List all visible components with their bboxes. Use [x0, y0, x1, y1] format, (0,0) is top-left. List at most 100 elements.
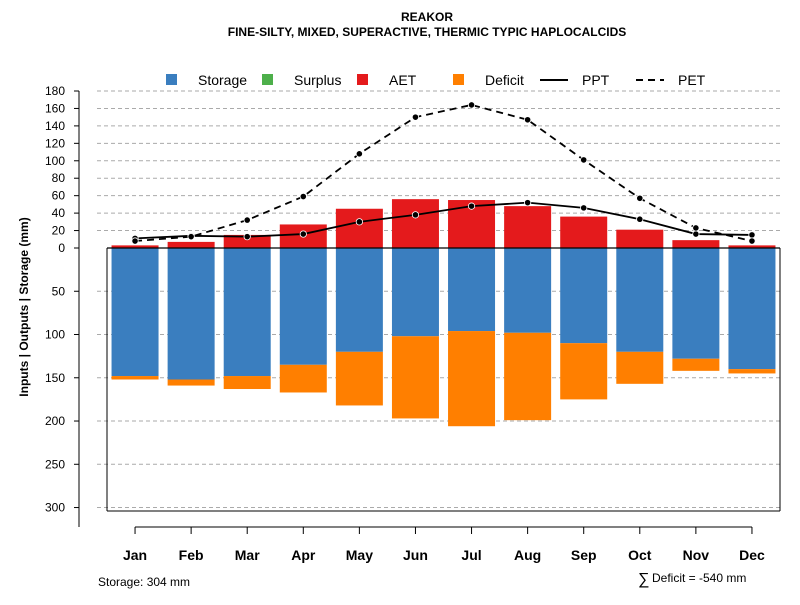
pet-point — [299, 192, 307, 201]
aet-bar — [223, 234, 271, 248]
legend-label: Storage — [198, 72, 247, 88]
x-tick-label: Jul — [461, 547, 481, 563]
deficit-bar — [672, 358, 720, 371]
legend-label: Deficit — [485, 72, 524, 88]
deficit-bar — [167, 379, 215, 386]
y-tick-label: 140 — [45, 119, 65, 133]
y-tick-label: 60 — [52, 189, 66, 203]
storage-bar — [111, 248, 159, 377]
y-tick-label: 250 — [45, 457, 65, 471]
ppt-point — [580, 204, 588, 212]
aet-bar — [504, 206, 552, 248]
ppt-point — [692, 230, 700, 238]
deficit-bar — [391, 336, 439, 419]
deficit-bar — [448, 331, 496, 427]
aet-bar — [728, 245, 776, 248]
ppt-line — [134, 201, 752, 240]
legend: Storage Surplus AET Deficit PPT PET — [166, 72, 706, 88]
ppt-point — [524, 199, 532, 207]
aet-bar — [335, 208, 383, 248]
storage-note: Storage: 304 mm — [98, 575, 190, 589]
ppt-point — [636, 215, 644, 223]
y-tick-label: 100 — [45, 328, 65, 342]
storage-bar — [391, 248, 439, 337]
storage-bar — [616, 248, 664, 352]
y-tick-label: 300 — [45, 501, 65, 515]
bars — [111, 199, 776, 427]
aet-bar — [167, 241, 215, 248]
deficit-bar — [279, 364, 327, 393]
pet-point — [580, 156, 588, 164]
storage-bar — [167, 248, 215, 380]
y-tick-label: 120 — [45, 136, 65, 150]
storage-bar — [504, 248, 552, 333]
legend-swatch — [166, 74, 177, 85]
y-tick-label: 200 — [45, 414, 65, 428]
pet-line — [134, 104, 753, 242]
x-tick-label: Dec — [739, 547, 765, 563]
deficit-bar — [504, 332, 552, 421]
storage-bar — [672, 248, 720, 359]
ppt-point — [411, 211, 420, 219]
pet-point — [748, 237, 756, 245]
legend-label: PPT — [582, 72, 610, 88]
storage-bar — [279, 248, 327, 365]
deficit-bar — [335, 351, 383, 406]
ppt-point — [355, 218, 363, 226]
ppt-point — [299, 230, 307, 238]
storage-bar — [560, 248, 608, 344]
deficit-bar — [223, 376, 271, 390]
y-tick-label: 50 — [52, 284, 66, 298]
aet-bar — [111, 245, 159, 248]
y-tick-label: 150 — [45, 371, 65, 385]
aet-bar — [560, 216, 608, 248]
pet-point — [187, 233, 195, 241]
chart-title: REAKOR — [401, 10, 453, 24]
deficit-symbol: ∑ — [638, 571, 649, 588]
x-tick-label: Apr — [291, 547, 316, 563]
pet-point — [467, 101, 476, 109]
lines — [131, 101, 756, 245]
pet-point — [692, 224, 700, 232]
legend-swatch — [357, 74, 368, 85]
x-tick-label: Mar — [235, 547, 260, 563]
legend-swatch — [262, 74, 273, 85]
deficit-bar — [616, 351, 664, 384]
x-tick-label: May — [346, 547, 373, 563]
legend-swatch — [453, 74, 464, 85]
y-axis-label: Inputs | Outputs | Storage (mm) — [17, 217, 31, 396]
pet-point — [411, 113, 420, 121]
storage-bar — [223, 248, 271, 377]
legend-label: Surplus — [294, 72, 341, 88]
ppt-point — [243, 233, 251, 241]
y-tick-label: 0 — [58, 241, 65, 255]
legend-label: AET — [389, 72, 417, 88]
y-tick-label: 20 — [52, 224, 66, 238]
aet-bar — [616, 229, 664, 248]
chart-subtitle: FINE-SILTY, MIXED, SUPERACTIVE, THERMIC … — [228, 25, 626, 39]
aet-bar — [391, 199, 439, 248]
legend-label: PET — [678, 72, 706, 88]
deficit-bar — [560, 343, 608, 400]
y-tick-label: 180 — [45, 84, 65, 98]
y-tick-label: 100 — [45, 154, 65, 168]
x-tick-label: Nov — [683, 547, 710, 563]
x-tick-label: Feb — [179, 547, 204, 563]
storage-bar — [728, 248, 776, 370]
y-tick-label: 80 — [52, 171, 66, 185]
axes: 0 20 40 60 80 100 120 140 160 180 50 100 150 200 250 30… — [45, 84, 781, 563]
x-tick-label: Jan — [123, 547, 147, 563]
deficit-bar — [728, 369, 776, 374]
storage-bar — [448, 248, 496, 332]
y-tick-label: 40 — [52, 206, 66, 220]
x-tick-label: Jun — [403, 547, 428, 563]
x-tick-label: Aug — [514, 547, 541, 563]
pet-point — [524, 116, 532, 124]
pet-point — [243, 216, 251, 224]
pet-point — [355, 150, 363, 158]
aet-bar — [672, 240, 720, 248]
deficit-note: Deficit = -540 mm — [652, 571, 746, 585]
deficit-bar — [111, 376, 159, 380]
ppt-point — [748, 231, 756, 239]
